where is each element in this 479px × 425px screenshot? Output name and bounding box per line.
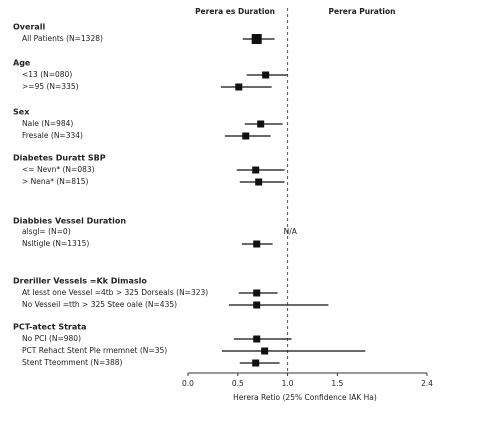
- row-label: No PCI (N=980): [22, 334, 81, 343]
- point-estimate: [253, 240, 261, 248]
- point-estimate: [253, 289, 261, 297]
- right-heading: Perera Puration: [329, 7, 396, 16]
- x-tick-label: 2.4: [421, 379, 433, 388]
- group-title: Sex: [13, 108, 30, 117]
- x-tick-label: 0.5: [232, 379, 244, 388]
- row-label: <13 (N=080): [22, 70, 72, 79]
- left-heading: Perera es Duration: [195, 7, 275, 16]
- group-title: Overall: [13, 23, 46, 32]
- x-tick-label: 1.5: [331, 379, 343, 388]
- point-estimate: [253, 301, 261, 309]
- row-label: At Iesst one Vessel =4tb > 325 Dorseals …: [22, 288, 208, 297]
- row-label: > Nena* (N=815): [22, 177, 89, 186]
- x-tick-label: 0.0: [182, 379, 194, 388]
- point-estimate: [261, 347, 269, 355]
- row-label: PCT Rehact Stent Ple rmemnet (N=35): [22, 346, 167, 355]
- point-estimate: [255, 178, 263, 186]
- point-estimate: [235, 83, 243, 91]
- point-estimate: [252, 359, 260, 367]
- point-estimate: [242, 132, 250, 140]
- row-label: Stent Tteomment (N=388): [22, 358, 123, 367]
- group-title: Diabetes Duratt SBP: [13, 154, 106, 163]
- row-label: >=95 (N=335): [22, 82, 79, 91]
- row-label: <= Nevn* (N=083): [22, 165, 95, 174]
- row-label: No Vesseil =tth > 325 Stee oale (N=435): [22, 300, 177, 309]
- row-label: Nsltigle (N=1315): [22, 239, 89, 248]
- row-label: Nale (N=984): [22, 119, 73, 128]
- point-estimate: [253, 335, 261, 343]
- point-estimate: [257, 120, 265, 128]
- point-estimate: [252, 166, 260, 174]
- x-tick-label: 1.0: [282, 379, 294, 388]
- point-estimate: [262, 71, 270, 79]
- group-title: Diabbies Vessel Duration: [13, 217, 126, 226]
- row-label: alsgl= (N=0): [22, 227, 71, 236]
- x-axis-title: Herera Retio (25% Confidence IAK Ha): [233, 393, 377, 402]
- group-title: PCT-atect Strata: [13, 323, 87, 332]
- group-title: Age: [13, 59, 31, 68]
- value-label: N/A: [284, 227, 298, 236]
- row-label: All Patients (N=1328): [22, 34, 103, 43]
- row-label: Fresale (N=334): [22, 131, 83, 140]
- group-title: Dreriller Vessels =Kk Dimaslo: [13, 277, 147, 286]
- point-estimate: [251, 34, 262, 44]
